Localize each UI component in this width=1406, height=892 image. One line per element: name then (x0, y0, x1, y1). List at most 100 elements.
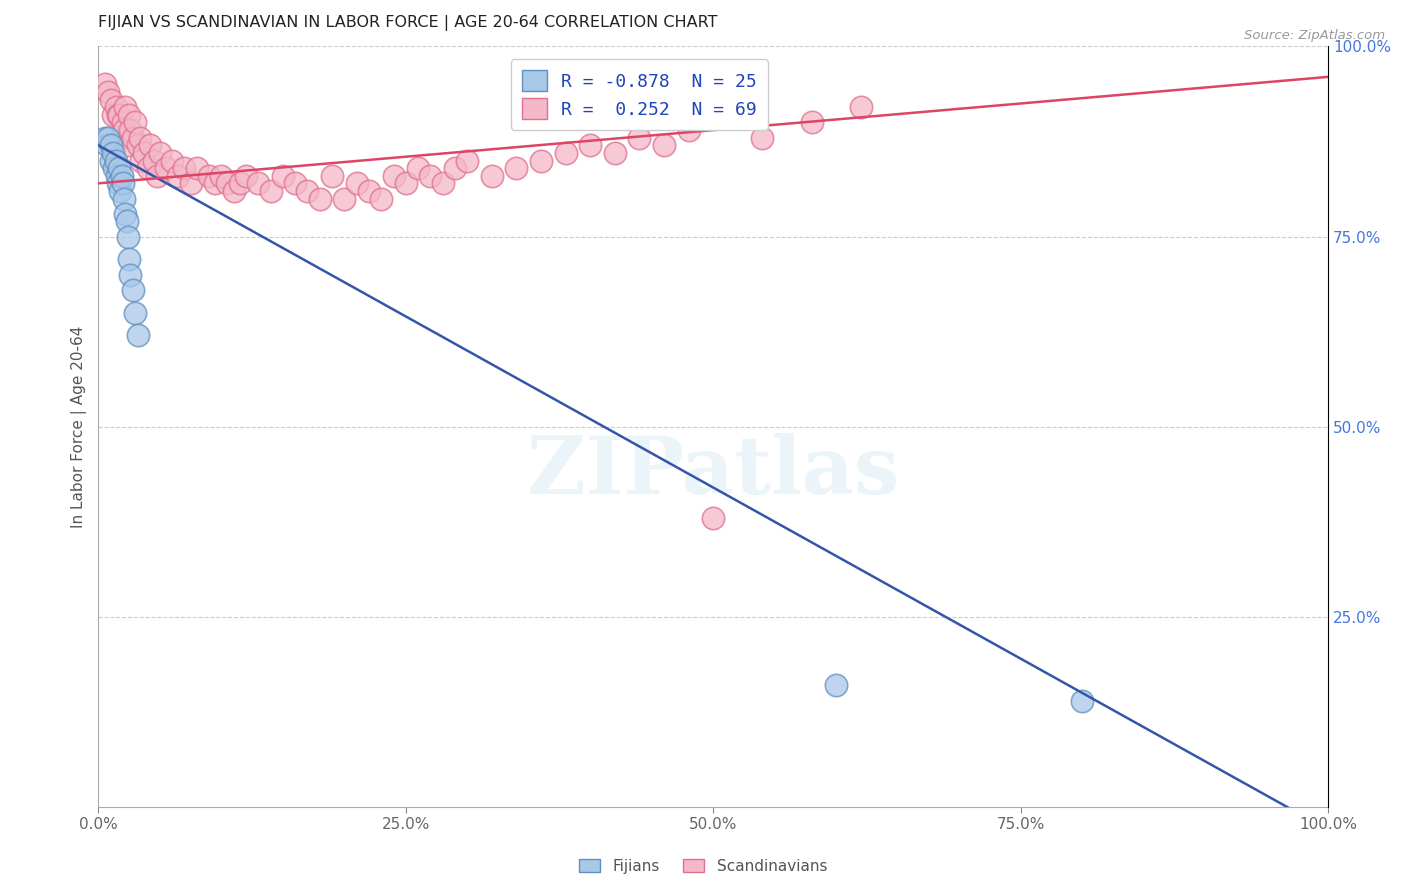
Point (419, 169, 441, 183)
Point (115, 138, 138, 153)
Y-axis label: In Labor Force | Age 20-64: In Labor Force | Age 20-64 (72, 326, 87, 528)
Point (346, 177, 368, 191)
Text: FIJIAN VS SCANDINAVIAN IN LABOR FORCE | AGE 20-64 CORRELATION CHART: FIJIAN VS SCANDINAVIAN IN LABOR FORCE | … (98, 15, 718, 31)
Point (204, 177, 226, 191)
Point (149, 145, 172, 160)
Point (131, 153, 153, 168)
Point (333, 192, 356, 206)
Point (297, 184, 319, 198)
Point (271, 169, 294, 183)
Point (114, 207, 136, 221)
Point (104, 153, 127, 168)
Point (127, 138, 149, 153)
Point (103, 161, 125, 175)
Point (111, 177, 134, 191)
Point (357, 184, 380, 198)
Point (751, 130, 773, 145)
Point (222, 184, 245, 198)
Point (382, 169, 405, 183)
Point (124, 305, 146, 319)
Point (111, 169, 134, 183)
Point (93, 130, 115, 145)
Point (800, 115, 823, 129)
Point (652, 138, 675, 153)
Point (100, 153, 122, 168)
Point (105, 169, 128, 183)
Point (100, 93, 122, 107)
Point (554, 145, 576, 160)
Point (139, 138, 162, 153)
Point (121, 283, 143, 297)
Point (702, 511, 724, 525)
Point (124, 115, 146, 129)
Point (121, 130, 143, 145)
Point (603, 145, 626, 160)
Point (104, 100, 127, 114)
Point (235, 169, 257, 183)
Point (101, 108, 124, 122)
Point (505, 161, 527, 175)
Point (108, 161, 131, 175)
Point (579, 138, 602, 153)
Point (129, 130, 152, 145)
Point (259, 184, 281, 198)
Legend: R = -0.878  N = 25, R =  0.252  N = 69: R = -0.878 N = 25, R = 0.252 N = 69 (510, 59, 768, 130)
Point (97, 130, 120, 145)
Point (678, 123, 700, 137)
Point (118, 108, 141, 122)
Point (217, 177, 239, 191)
Point (395, 177, 418, 191)
Point (308, 192, 330, 206)
Point (167, 169, 190, 183)
Point (173, 161, 195, 175)
Point (120, 268, 142, 282)
Point (186, 161, 208, 175)
Point (406, 161, 429, 175)
Point (110, 130, 132, 145)
Point (136, 161, 159, 175)
Point (247, 177, 270, 191)
Point (97, 85, 120, 99)
Point (209, 169, 232, 183)
Point (110, 184, 132, 198)
Point (100, 138, 122, 153)
Point (118, 252, 141, 267)
Point (530, 153, 553, 168)
Point (456, 153, 478, 168)
Text: ZIPatlas: ZIPatlas (527, 434, 900, 511)
Point (284, 177, 307, 191)
Point (849, 100, 872, 114)
Point (96, 138, 118, 153)
Point (198, 169, 221, 183)
Point (160, 153, 183, 168)
Point (108, 108, 131, 122)
Point (155, 161, 177, 175)
Point (111, 115, 134, 129)
Point (112, 123, 135, 137)
Point (120, 123, 142, 137)
Point (825, 678, 848, 692)
Point (146, 169, 169, 183)
Point (107, 108, 129, 122)
Point (628, 130, 651, 145)
Point (142, 153, 165, 168)
Point (117, 229, 139, 244)
Point (115, 214, 138, 228)
Point (114, 100, 136, 114)
Point (112, 192, 135, 206)
Point (107, 177, 129, 191)
Point (93, 78, 115, 92)
Legend: Fijians, Scandinavians: Fijians, Scandinavians (572, 853, 834, 880)
Point (132, 145, 155, 160)
Point (432, 177, 454, 191)
Point (180, 177, 202, 191)
Point (229, 177, 252, 191)
Point (127, 328, 149, 343)
Point (444, 161, 467, 175)
Text: Source: ZipAtlas.com: Source: ZipAtlas.com (1244, 29, 1385, 42)
Point (1071, 693, 1094, 707)
Point (481, 169, 503, 183)
Point (321, 169, 343, 183)
Point (101, 145, 124, 160)
Point (370, 192, 392, 206)
